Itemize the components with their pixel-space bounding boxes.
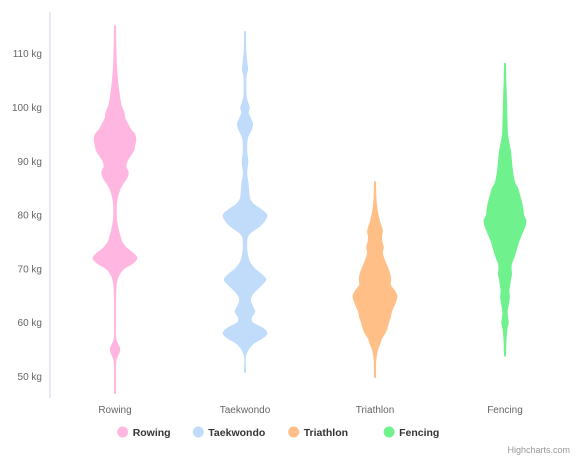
violin-taekwondo[interactable] — [222, 30, 268, 373]
y-tick-label: 90 kg — [18, 157, 42, 168]
plot-area — [92, 25, 527, 395]
credits-link[interactable]: Highcharts.com — [507, 445, 570, 455]
legend-item-rowing[interactable]: Rowing — [117, 426, 171, 440]
legend-label: Fencing — [399, 427, 439, 439]
legend-item-fencing[interactable]: Fencing — [383, 426, 440, 440]
y-axis: 50 kg 60 kg 70 kg 80 kg 90 kg 100 kg 110 kg — [12, 12, 51, 398]
x-tick-label: Taekwondo — [220, 405, 271, 416]
legend-item-triathlon[interactable]: Triathlon — [288, 426, 348, 440]
y-tick-label: 70 kg — [18, 264, 42, 275]
legend-label: Rowing — [133, 427, 171, 439]
x-axis: Rowing Taekwondo Triathlon Fencing — [98, 405, 522, 416]
legend-marker — [383, 426, 395, 438]
legend-marker — [192, 426, 204, 438]
legend-marker — [288, 426, 300, 438]
x-tick-label: Triathlon — [356, 405, 395, 416]
legend: Rowing Taekwondo Triathlon Fencing — [117, 426, 440, 440]
y-tick-label: 60 kg — [18, 318, 42, 329]
violin-fencing[interactable] — [483, 62, 527, 357]
y-tick-label: 80 kg — [18, 211, 42, 222]
legend-item-taekwondo[interactable]: Taekwondo — [192, 426, 265, 440]
x-tick-label: Fencing — [487, 405, 523, 416]
legend-marker — [117, 426, 129, 438]
y-tick-label: 110 kg — [13, 49, 42, 60]
violin-rowing[interactable] — [92, 25, 138, 395]
y-tick-label: 100 kg — [12, 103, 42, 114]
x-tick-label: Rowing — [98, 405, 131, 416]
legend-label: Triathlon — [304, 427, 348, 439]
violin-triathlon[interactable] — [352, 181, 398, 379]
legend-label: Taekwondo — [208, 427, 265, 439]
y-tick-label: 50 kg — [18, 372, 42, 383]
